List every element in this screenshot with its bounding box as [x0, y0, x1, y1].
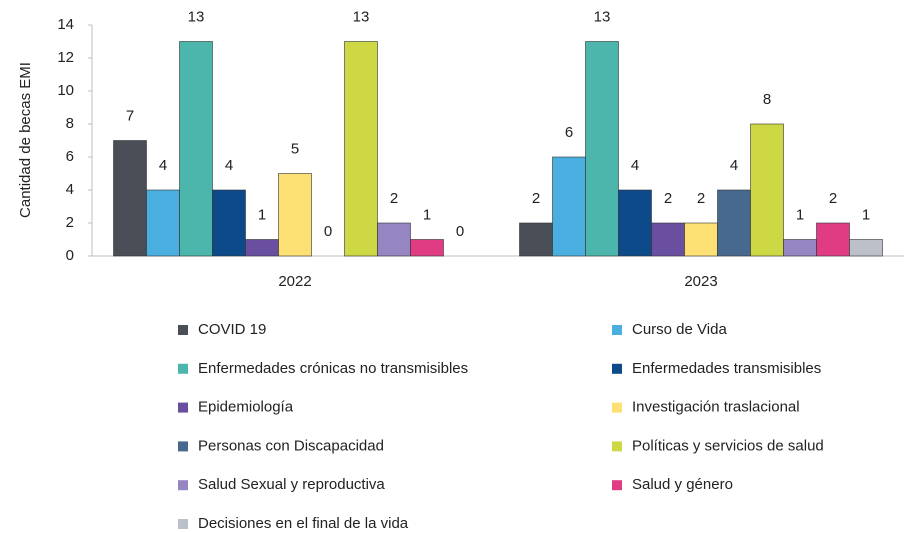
legend-label: Enfermedades crónicas no transmisibles — [198, 360, 468, 377]
legend-swatch — [178, 480, 188, 491]
bar — [377, 222, 411, 257]
legend-swatch — [178, 363, 188, 374]
y-axis-label: Cantidad de becas EMI — [17, 62, 34, 218]
value-label: 8 — [763, 91, 771, 108]
bar — [684, 222, 718, 257]
bar — [618, 189, 652, 257]
legend-label: Políticas y servicios de salud — [632, 437, 824, 454]
y-tick-label: 4 — [66, 181, 74, 198]
value-label: 7 — [126, 107, 134, 124]
value-label: 0 — [456, 223, 464, 240]
value-label: 13 — [353, 8, 370, 25]
legend-label: Personas con Discapacidad — [198, 437, 384, 454]
bar — [179, 41, 213, 257]
value-label: 6 — [565, 124, 573, 141]
legend-label: Epidemiología — [198, 399, 294, 416]
legend-swatch — [178, 325, 188, 335]
bar — [552, 156, 586, 257]
legend-swatch — [612, 480, 622, 491]
value-label: 5 — [291, 140, 299, 157]
bar — [344, 41, 378, 257]
bar — [113, 140, 147, 257]
bar — [750, 123, 784, 257]
legend-label: Enfermedades transmisibles — [632, 360, 821, 377]
legend-swatch — [612, 325, 622, 335]
value-label: 2 — [829, 190, 837, 207]
legend-swatch — [178, 441, 188, 452]
value-label: 1 — [258, 206, 266, 223]
value-label: 13 — [188, 8, 205, 25]
y-tick-label: 6 — [66, 148, 74, 165]
legend-label: COVID 19 — [198, 321, 266, 338]
legend-swatch — [178, 402, 188, 413]
legend-label: Salud y género — [632, 476, 733, 493]
y-tick-label: 10 — [57, 82, 74, 99]
bar — [585, 41, 619, 257]
y-tick-label: 8 — [66, 115, 74, 132]
value-label: 1 — [862, 206, 870, 223]
legend-swatch — [612, 402, 622, 413]
bar — [816, 222, 850, 257]
value-label: 4 — [225, 157, 233, 174]
x-tick-label: 2023 — [684, 273, 717, 290]
value-label: 2 — [532, 190, 540, 207]
legend-swatch — [178, 519, 188, 529]
bar — [212, 189, 246, 257]
y-tick-label: 0 — [66, 247, 74, 264]
x-tick-label: 2022 — [278, 273, 311, 290]
bar — [717, 189, 751, 257]
value-label: 2 — [664, 190, 672, 207]
y-tick-label: 12 — [57, 49, 74, 66]
value-label: 4 — [730, 157, 738, 174]
bar — [651, 222, 685, 257]
legend-label: Curso de Vida — [632, 321, 727, 338]
bar — [245, 239, 279, 257]
bar — [519, 222, 553, 257]
value-label: 4 — [631, 157, 639, 174]
value-label: 1 — [796, 206, 804, 223]
value-label: 1 — [423, 206, 431, 223]
legend-label: Salud Sexual y reproductiva — [198, 476, 385, 493]
value-label: 13 — [594, 8, 611, 25]
legend-swatch — [612, 363, 622, 374]
bar — [849, 239, 883, 257]
bar — [783, 239, 817, 257]
legend-label: Investigación traslacional — [632, 399, 800, 416]
y-tick-label: 14 — [57, 16, 74, 33]
bar — [146, 189, 180, 257]
bar — [410, 239, 444, 257]
value-label: 4 — [159, 157, 167, 174]
bar — [278, 173, 312, 257]
value-label: 2 — [697, 190, 705, 207]
y-tick-label: 2 — [66, 214, 74, 231]
legend-label: Decisiones en el final de la vida — [198, 515, 409, 532]
legend-swatch — [612, 441, 622, 452]
value-label: 2 — [390, 190, 398, 207]
value-label: 0 — [324, 223, 332, 240]
